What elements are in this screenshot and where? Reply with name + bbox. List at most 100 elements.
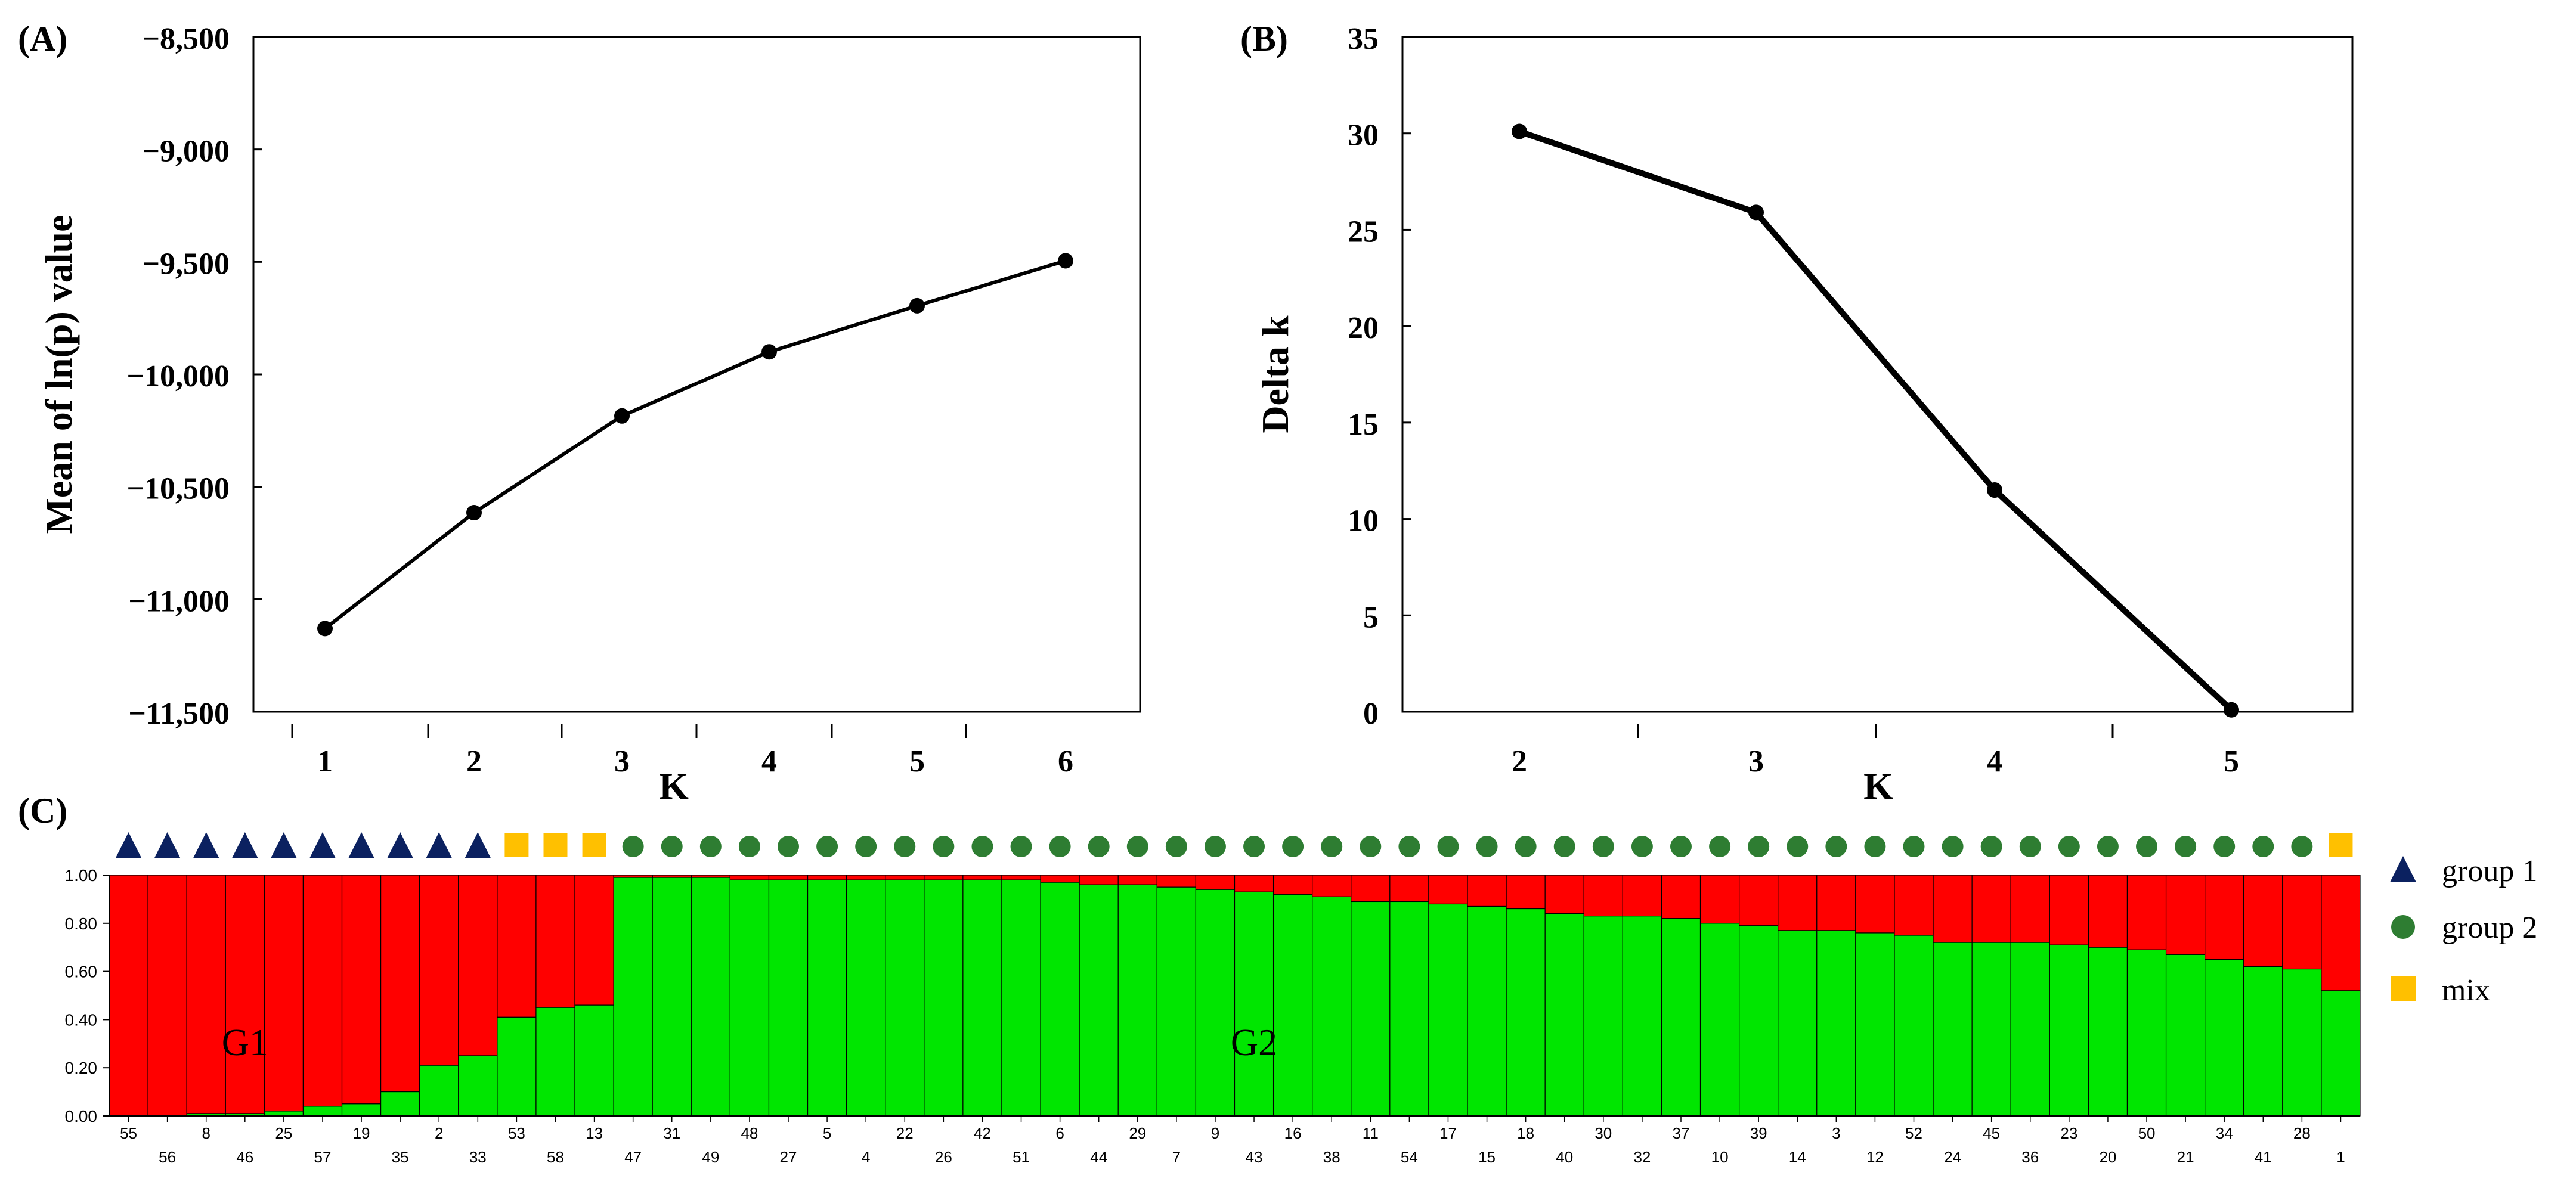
legend-circle-icon (2391, 915, 2415, 939)
group-2-marker (2097, 836, 2119, 857)
group-2-marker (622, 836, 644, 857)
mix-marker (504, 833, 529, 857)
bar-red-segment (2049, 875, 2089, 945)
panel-a-y-ticks: −8,500 −9,000 −9,500 −10,000 −10,500 −11,000 −… (126, 22, 262, 731)
bar-green-segment (1117, 884, 1157, 1117)
group-2-marker (1437, 836, 1459, 857)
bar-green-segment (1506, 908, 1546, 1117)
bar-green-segment (1079, 884, 1119, 1117)
x-category-label: 15 (1478, 1148, 1496, 1166)
bar-red-segment (186, 875, 226, 1114)
panel-c-bars (109, 875, 2361, 1117)
x-category-label: 20 (2099, 1148, 2116, 1166)
x-category-label: 44 (1090, 1148, 1107, 1166)
group-2-marker (1049, 836, 1071, 857)
group-1-marker (426, 832, 453, 858)
bar-green-segment (1351, 901, 1391, 1117)
group-1-marker (309, 832, 336, 858)
x-category-label: 42 (974, 1124, 991, 1142)
x-category-label: 57 (314, 1148, 332, 1166)
bar-green-segment (885, 879, 925, 1117)
bar-green-segment (2088, 947, 2128, 1117)
bar-red-segment (1156, 875, 1197, 888)
bar-red-segment (2165, 875, 2206, 955)
bar-red-segment (1739, 875, 1779, 926)
x-category-label: 48 (741, 1124, 758, 1142)
bar-green-segment (768, 879, 809, 1117)
bar-red-segment (1544, 875, 1584, 914)
group-1-marker (387, 832, 414, 858)
x-category-label: 1 (2336, 1148, 2345, 1166)
group-2-marker (1398, 836, 1420, 857)
bar-red-segment (1428, 875, 1468, 905)
group-2-marker (1980, 836, 2002, 857)
bar-red-segment (225, 875, 265, 1114)
group-2-marker (1243, 836, 1265, 857)
y-tick-label: 30 (1348, 119, 1379, 153)
bar-red-segment (380, 875, 420, 1093)
series-line (1518, 128, 2234, 712)
panel-b-label: (B) (1240, 19, 1288, 58)
bar-red-segment (729, 875, 770, 880)
panel-c-label: (C) (18, 791, 67, 830)
bar-green-segment (2010, 942, 2050, 1117)
group-annotation: G2 (1231, 1021, 1277, 1063)
bar-green-segment (1699, 923, 1740, 1117)
x-tick-label: 5 (2224, 745, 2239, 779)
x-category-label: 25 (275, 1124, 292, 1142)
bar-red-segment (2321, 875, 2361, 991)
bar-red-segment (1894, 875, 1934, 936)
bar-red-segment (1506, 875, 1546, 910)
group-1-marker (154, 832, 181, 858)
panel-c-legend: group 1 group 2 mix (2390, 854, 2537, 1007)
x-category-label: 29 (1129, 1124, 1146, 1142)
group-2-marker (2136, 836, 2158, 857)
group-2-marker (2175, 836, 2197, 857)
bar-red-segment (147, 875, 187, 1117)
x-category-label: 9 (1211, 1124, 1219, 1142)
group-2-marker (1787, 836, 1809, 857)
group-2-marker (816, 836, 838, 857)
data-point (1512, 123, 1527, 139)
mix-marker (2329, 833, 2353, 857)
bar-green-segment (1428, 903, 1468, 1117)
panel-b-y-ticks: 35 30 25 20 15 10 5 0 (1348, 22, 1411, 731)
series-line (324, 259, 1066, 630)
bar-green-segment (691, 877, 730, 1117)
x-category-label: 12 (1866, 1148, 1884, 1166)
group-2-marker (1204, 836, 1226, 857)
x-tick-label: 3 (614, 745, 630, 779)
y-tick-label: 10 (1348, 504, 1379, 538)
bar-green-segment (2126, 949, 2167, 1117)
bar-green-segment (341, 1103, 382, 1117)
bar-red-segment (574, 875, 614, 1006)
bar-red-segment (2088, 875, 2128, 948)
x-category-label: 21 (2177, 1148, 2194, 1166)
bar-green-segment (729, 879, 770, 1117)
bar-red-segment (2282, 875, 2322, 970)
x-tick-label: 4 (1987, 745, 2002, 779)
y-tick-label: 5 (1363, 600, 1379, 634)
group-1-marker (193, 832, 219, 858)
data-point (1058, 253, 1073, 269)
x-category-label: 35 (392, 1148, 409, 1166)
bar-red-segment (1467, 875, 1507, 907)
x-tick-label: 6 (1058, 745, 1073, 779)
group-2-marker (1903, 836, 1925, 857)
x-category-label: 30 (1594, 1124, 1612, 1142)
group-2-marker (738, 836, 760, 857)
data-point (1748, 204, 1764, 221)
legend-triangle-icon (2390, 856, 2416, 882)
y-tick-label: 0.60 (65, 963, 98, 981)
bar-green-segment (497, 1016, 537, 1117)
panel-a-series (317, 253, 1073, 637)
bar-green-segment (1855, 932, 1895, 1117)
bar-green-segment (613, 877, 653, 1117)
bar-red-segment (2205, 875, 2244, 960)
bar-green-segment (807, 879, 847, 1117)
x-category-label: 23 (2060, 1124, 2077, 1142)
group-2-marker (1709, 836, 1731, 857)
bar-green-segment (1467, 905, 1507, 1117)
panel-b-chart: (B) 35 30 25 20 15 10 5 0 2 3 4 5 K Delta k (1240, 19, 2354, 807)
group-2-marker (1553, 836, 1575, 857)
